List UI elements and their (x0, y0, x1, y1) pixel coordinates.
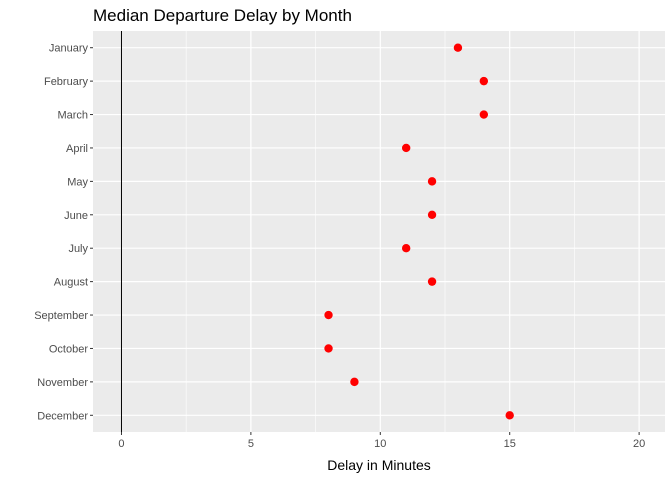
grid-lines (93, 31, 665, 432)
y-tick-label: February (44, 76, 89, 88)
x-tick-label: 15 (504, 438, 516, 450)
x-tick-label: 0 (118, 438, 124, 450)
y-tick-label: May (67, 176, 88, 188)
data-point (324, 310, 333, 320)
plot-panel (93, 31, 665, 432)
y-tick-label: June (64, 210, 88, 222)
chart-title: Median Departure Delay by Month (93, 6, 352, 25)
data-point (350, 377, 359, 387)
data-point (479, 110, 489, 119)
data-point (401, 143, 411, 153)
data-point (324, 344, 333, 353)
data-point (427, 210, 437, 219)
x-tick-label: 20 (633, 438, 645, 450)
y-tick-label: July (68, 243, 88, 255)
y-tick-label: August (54, 277, 88, 289)
y-tick-label: April (66, 143, 88, 155)
y-axis-ticks: January February March April May June July Augu… (34, 43, 93, 422)
y-tick-label: January (49, 43, 89, 55)
x-tick-label: 10 (374, 438, 386, 450)
data-point (505, 411, 514, 420)
y-tick-label: November (37, 377, 88, 389)
x-axis-ticks: 0 5 10 15 20 (118, 432, 645, 450)
x-axis-title: Delay in Minutes (327, 457, 431, 473)
x-tick-label: 5 (248, 438, 254, 450)
data-points (324, 43, 514, 420)
y-tick-label: October (49, 343, 88, 355)
y-tick-label: September (34, 310, 88, 322)
data-point (479, 76, 489, 86)
data-point (401, 244, 411, 253)
y-tick-label: March (57, 110, 88, 122)
data-point (427, 277, 437, 286)
data-point (453, 43, 463, 52)
data-point (427, 177, 437, 186)
y-tick-label: December (37, 410, 88, 422)
